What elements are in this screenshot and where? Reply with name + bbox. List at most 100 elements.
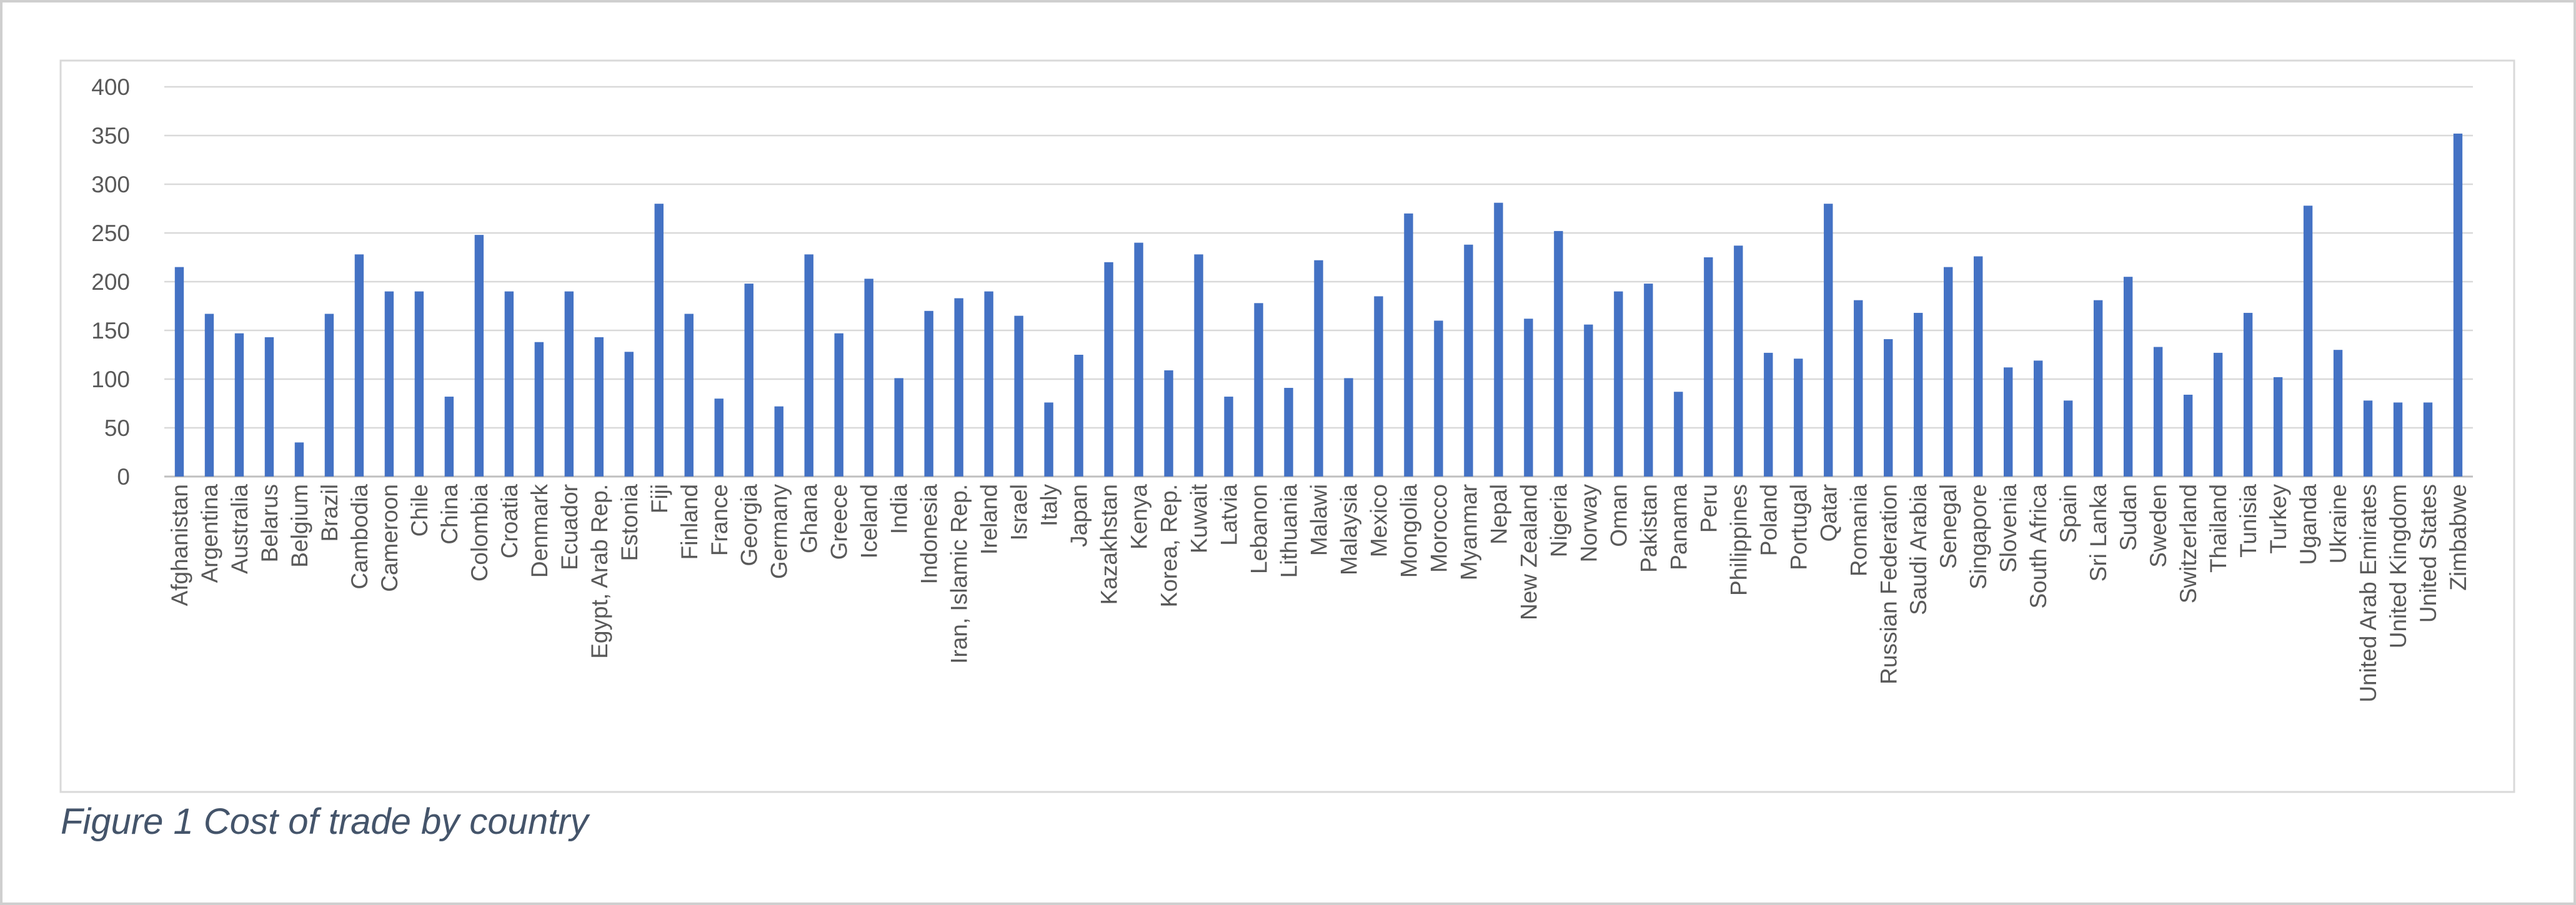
bar: [1014, 315, 1023, 477]
x-tick-label: Singapore: [1966, 484, 1991, 590]
y-tick-label: 200: [91, 269, 130, 295]
bar: [1974, 256, 1983, 477]
x-tick-label: Finland: [677, 484, 702, 560]
x-tick-label: China: [437, 484, 462, 545]
bar: [1374, 296, 1383, 477]
y-tick-label: 250: [91, 220, 130, 246]
x-tick-label: Ireland: [977, 484, 1002, 555]
y-tick-label: 300: [91, 172, 130, 197]
x-tick-label: Uganda: [2295, 484, 2321, 565]
bar: [474, 235, 484, 477]
x-tick-label: Ecuador: [557, 484, 582, 570]
bar: [384, 291, 394, 477]
bar: [1824, 204, 1833, 477]
y-tick-label: 150: [91, 318, 130, 344]
bar: [1854, 300, 1863, 477]
bar: [774, 406, 783, 477]
y-tick-label: 50: [104, 415, 130, 441]
bar: [1614, 291, 1623, 477]
x-tick-label: Malaysia: [1336, 484, 1361, 575]
x-tick-label: Spain: [2056, 484, 2081, 543]
bar: [1314, 260, 1323, 477]
bar: [2033, 360, 2043, 477]
x-tick-label: Russian Federation: [1876, 484, 1901, 685]
bar: [2213, 352, 2223, 477]
x-tick-label: Fiji: [647, 484, 672, 513]
bar: [1494, 202, 1503, 477]
bar: [1194, 254, 1203, 477]
bar: [324, 314, 334, 477]
x-tick-label: Argentina: [197, 484, 222, 583]
x-tick-label: Australia: [227, 484, 252, 574]
bar: [2183, 394, 2193, 477]
x-tick-label: Germany: [767, 484, 792, 580]
x-tick-label: Mexico: [1366, 484, 1391, 557]
bar: [354, 254, 364, 477]
x-tick-label: Qatar: [1816, 484, 1841, 542]
x-tick-label: Iran, Islamic Rep.: [947, 484, 972, 664]
bar: [804, 254, 813, 477]
x-tick-label: Croatia: [497, 484, 522, 559]
bar: [2004, 367, 2013, 477]
x-tick-label: Belarus: [257, 484, 282, 562]
x-tick-label: United Kingdom: [2385, 484, 2411, 648]
x-tick-label: Sri Lanka: [2086, 484, 2111, 582]
chart-title: Figure 1 Cost of trade by country: [61, 801, 590, 842]
bar: [894, 378, 903, 477]
bar: [1284, 388, 1293, 477]
x-tick-label: United Arab Emirates: [2355, 484, 2381, 703]
bar: [504, 291, 514, 477]
x-tick-label: Egypt, Arab Rep.: [587, 484, 612, 659]
x-tick-label: Cambodia: [347, 484, 372, 590]
x-tick-label: Romania: [1846, 484, 1871, 576]
bar: [2453, 133, 2463, 477]
x-tick-label: Poland: [1756, 484, 1781, 556]
x-tick-label: Chile: [407, 484, 432, 537]
x-tick-label: Israel: [1007, 484, 1032, 540]
x-tick-label: Georgia: [737, 484, 762, 566]
x-tick-label: Ukraine: [2325, 484, 2351, 564]
x-tick-label: Kazakhstan: [1097, 484, 1122, 605]
x-tick-label: Brazil: [317, 484, 342, 542]
bar: [1404, 213, 1413, 477]
x-tick-label: Pakistan: [1636, 484, 1661, 573]
bar: [1074, 355, 1083, 477]
x-tick-label: Senegal: [1936, 484, 1961, 569]
x-tick-label: Oman: [1606, 484, 1631, 547]
x-tick-label: Turkey: [2265, 484, 2291, 554]
bar: [1254, 303, 1263, 477]
x-tick-label: Japan: [1067, 484, 1092, 547]
bar: [1134, 242, 1143, 477]
x-tick-label: Panama: [1666, 484, 1691, 570]
x-tick-label: Italy: [1037, 484, 1062, 527]
bar: [1224, 397, 1233, 477]
x-tick-label: Latvia: [1216, 484, 1242, 546]
bar: [1164, 370, 1173, 477]
bar: [1584, 324, 1593, 477]
bar: [864, 279, 873, 477]
x-tick-label: Tunisia: [2235, 484, 2261, 558]
x-tick-label: Sudan: [2116, 484, 2141, 551]
bar: [564, 291, 574, 477]
x-tick-label: Lebanon: [1246, 484, 1272, 574]
x-tick-label: France: [707, 484, 732, 556]
bar: [1914, 312, 1923, 477]
bar: [1104, 262, 1113, 477]
chart-frame: [59, 59, 2515, 793]
x-tick-label: Malawi: [1306, 484, 1332, 556]
bar: [1704, 257, 1713, 477]
x-tick-label: Philippines: [1726, 484, 1751, 596]
bar: [1794, 359, 1803, 477]
bar: [2393, 402, 2403, 477]
x-tick-label: Belgium: [287, 484, 312, 568]
bar: [1434, 320, 1443, 477]
bar: [624, 352, 634, 477]
x-tick-label: Peru: [1696, 484, 1721, 533]
x-tick-label: Kuwait: [1186, 483, 1212, 553]
x-tick-label: United States: [2415, 484, 2441, 623]
bar: [2063, 400, 2073, 477]
x-tick-label: Lithuania: [1276, 484, 1302, 578]
bar: [1884, 339, 1893, 477]
